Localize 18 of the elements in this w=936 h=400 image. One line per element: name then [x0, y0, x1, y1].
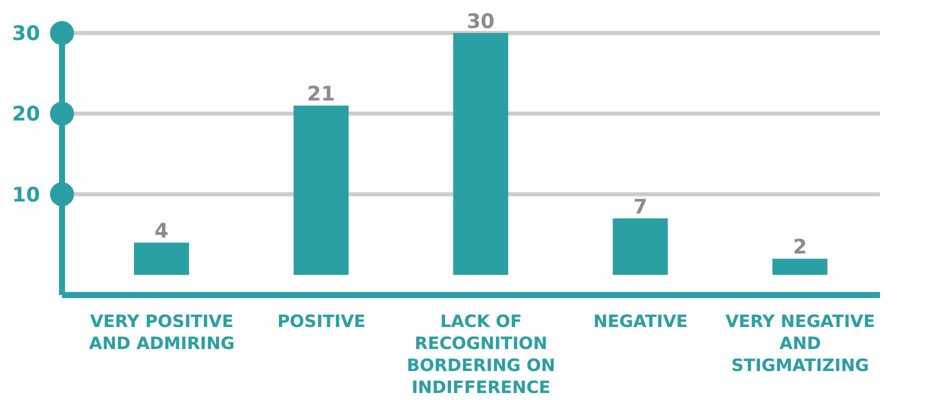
y-tick-label: 20 [12, 102, 40, 126]
data-label: 21 [307, 82, 336, 106]
bar [453, 33, 508, 275]
x-tick-label: VERY NEGATIVE AND STIGMATIZING [725, 312, 875, 376]
x-tick-label: LACK OF RECOGNITION BORDERING ON INDIFFERENCE [406, 312, 556, 398]
bar [134, 242, 189, 275]
x-tick-label: VERY POSITIVE AND ADMIRING [89, 312, 235, 354]
x-tick-label: NEGATIVE [593, 312, 688, 332]
data-label: 30 [466, 9, 495, 34]
y-tick-label: 30 [12, 21, 40, 46]
bar [772, 258, 828, 275]
data-label: 4 [154, 218, 168, 243]
bar [612, 218, 668, 275]
y-tick-label: 10 [12, 182, 40, 206]
x-tick-label: POSITIVE [277, 312, 366, 332]
bar [294, 106, 349, 275]
data-label: 7 [633, 194, 648, 218]
data-label: 2 [792, 234, 807, 259]
